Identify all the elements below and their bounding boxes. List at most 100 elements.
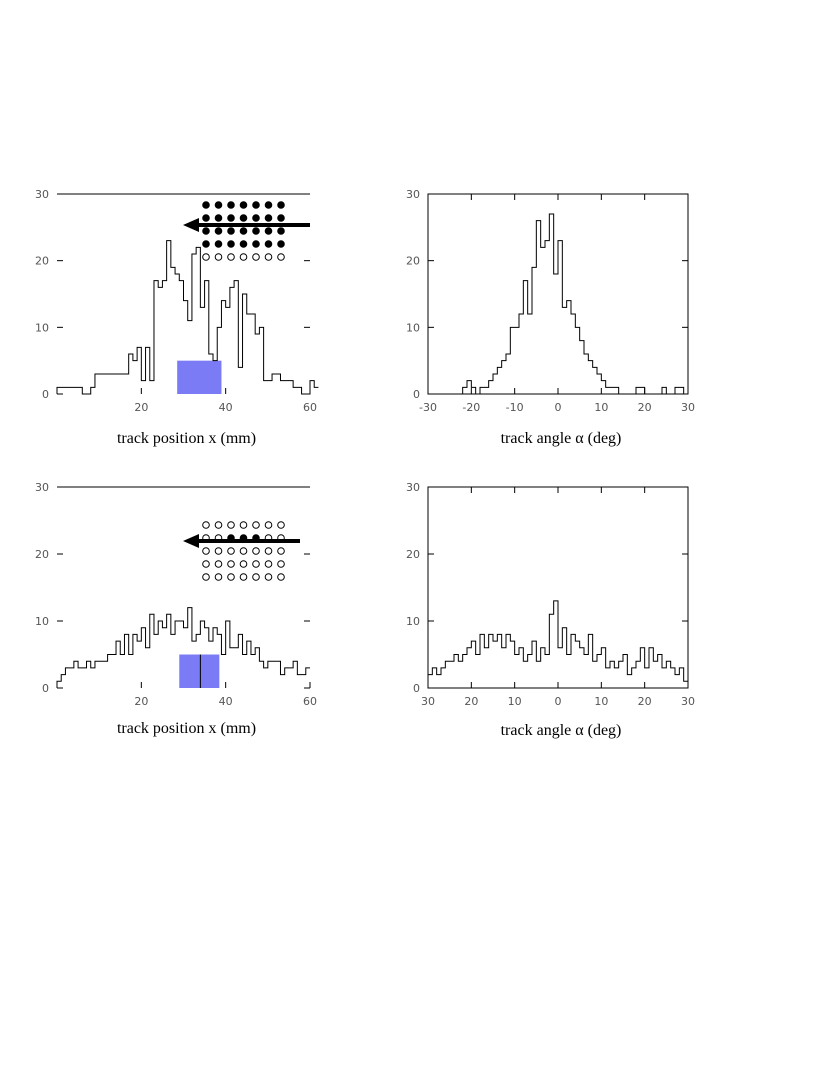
x-tick-label: 30 — [681, 401, 695, 414]
x-tick-label: 0 — [555, 695, 562, 708]
y-tick-label: 30 — [406, 481, 420, 494]
hit-wire — [252, 214, 260, 222]
hit-wire — [227, 227, 235, 235]
hit-wire — [202, 214, 210, 222]
hit-wire — [214, 240, 223, 248]
x-tick-label: 30 — [681, 695, 695, 708]
empty-wire — [227, 521, 235, 529]
empty-wire — [214, 253, 223, 261]
hit-wire — [252, 201, 260, 209]
x-tick-label: 20 — [134, 401, 148, 414]
empty-wire — [252, 521, 260, 529]
chart-panel-2: 0 10 20 30 -30 -20 -10 0 10 20 30 track angle α (de… — [406, 188, 695, 447]
y-tick-label: 0 — [413, 388, 420, 401]
empty-wire — [239, 573, 248, 581]
empty-wire — [264, 521, 273, 529]
empty-wire — [202, 253, 210, 261]
x-tick-label: 10 — [594, 401, 608, 414]
hit-wire — [252, 227, 260, 235]
y-tick-label: 0 — [42, 682, 49, 695]
empty-wire — [202, 547, 210, 555]
empty-wire — [227, 560, 235, 568]
empty-wire — [277, 547, 285, 555]
histogram-series — [56, 240, 319, 395]
histogram-series — [56, 607, 310, 688]
x-tick-label: 20 — [464, 695, 478, 708]
x-tick-label: 20 — [638, 695, 652, 708]
y-tick-label: 20 — [35, 548, 49, 561]
x-axis-label: track position x (mm) — [117, 720, 256, 737]
empty-wire — [264, 560, 273, 568]
x-tick-label: 10 — [508, 695, 522, 708]
empty-wire — [227, 573, 235, 581]
y-tick-label: 0 — [413, 682, 420, 695]
y-tick-label: 20 — [35, 255, 49, 268]
plot-frame — [427, 193, 689, 395]
empty-wire — [264, 547, 273, 555]
y-tick-label: 0 — [42, 388, 49, 401]
hit-wire — [214, 214, 223, 222]
wire-pattern-inset — [183, 521, 300, 581]
histogram-series — [428, 213, 688, 395]
hit-wire — [252, 240, 260, 248]
empty-wire — [227, 547, 235, 555]
hit-wire — [227, 201, 235, 209]
chart-panel-1: 0 10 20 30 20 40 60 track position x (mm) — [35, 188, 319, 447]
x-axis-label: track angle α (deg) — [501, 430, 622, 447]
y-tick-label: 10 — [35, 321, 49, 334]
hit-wire — [264, 227, 273, 235]
empty-wire — [202, 573, 210, 581]
empty-wire — [202, 521, 210, 529]
empty-wire — [227, 253, 235, 261]
wire-pattern-inset — [183, 201, 310, 261]
hit-wire — [239, 201, 248, 209]
y-tick-label: 30 — [406, 188, 420, 201]
empty-wire — [239, 253, 248, 261]
hit-wire — [264, 240, 273, 248]
x-tick-label: 40 — [219, 695, 233, 708]
empty-wire — [277, 560, 285, 568]
empty-wire — [239, 560, 248, 568]
hit-wire — [277, 214, 285, 222]
chart-panel-4: 0 10 20 30 30 20 10 0 10 20 30 track angle α (deg) — [406, 481, 695, 739]
highlight-box — [179, 654, 220, 688]
hit-wire — [239, 240, 248, 248]
x-tick-label: 20 — [638, 401, 652, 414]
y-tick-label: 10 — [406, 321, 420, 334]
empty-wire — [252, 560, 260, 568]
empty-wire — [264, 573, 273, 581]
empty-wire — [239, 521, 248, 529]
x-tick-label: -10 — [506, 401, 524, 414]
hit-wire — [227, 214, 235, 222]
x-tick-label: -30 — [419, 401, 437, 414]
empty-wire — [239, 547, 248, 555]
beam-arrow-head — [183, 218, 199, 232]
x-tick-label: 0 — [555, 401, 562, 414]
x-tick-label: 60 — [303, 401, 317, 414]
histogram-series — [427, 600, 688, 688]
hit-wire — [239, 214, 248, 222]
hit-wire — [264, 201, 273, 209]
empty-wire — [264, 253, 273, 261]
x-tick-label: 10 — [594, 695, 608, 708]
x-tick-label: 30 — [421, 695, 435, 708]
empty-wire — [277, 573, 285, 581]
hit-wire — [277, 201, 285, 209]
hit-wire — [202, 240, 210, 248]
highlight-box — [177, 360, 222, 394]
empty-wire — [214, 573, 223, 581]
hit-wire — [202, 227, 210, 235]
x-axis-label: track angle α (deg) — [501, 722, 622, 739]
empty-wire — [214, 560, 223, 568]
x-tick-label: 20 — [134, 695, 148, 708]
empty-wire — [214, 521, 223, 529]
hit-wire — [277, 240, 285, 248]
y-tick-label: 20 — [406, 548, 420, 561]
x-tick-label: -20 — [462, 401, 480, 414]
beam-arrow-head — [183, 534, 199, 548]
hit-wire — [264, 214, 273, 222]
hit-wire — [214, 201, 223, 209]
empty-wire — [252, 253, 260, 261]
y-tick-label: 10 — [35, 615, 49, 628]
